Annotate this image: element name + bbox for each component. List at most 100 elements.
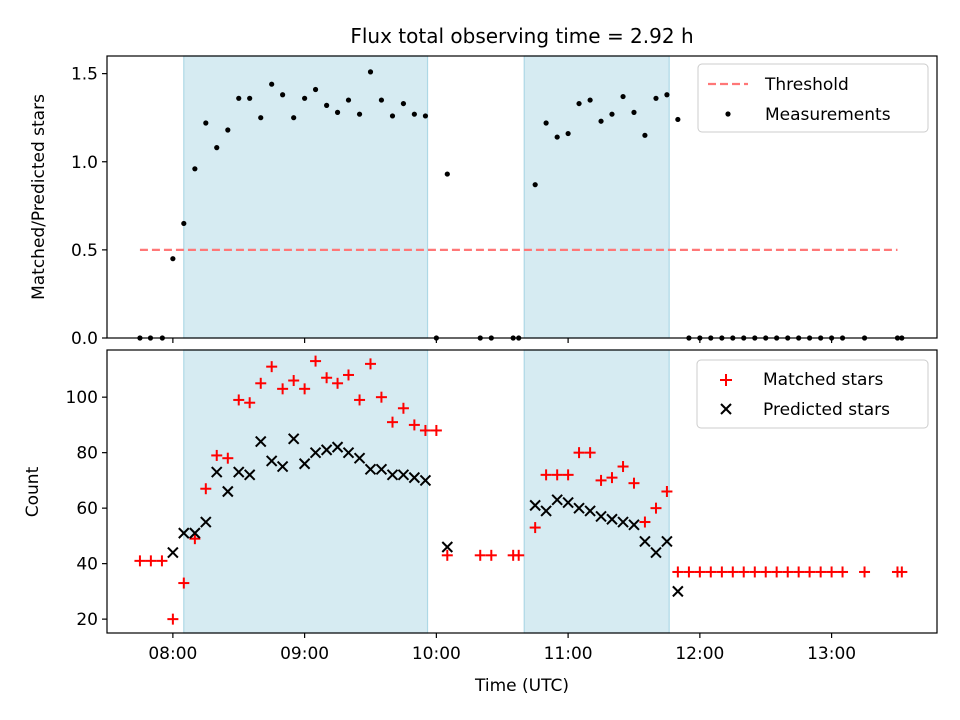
matched-star-point (178, 577, 190, 589)
top-legend: Threshold Measurements (697, 63, 929, 133)
measurement-point (192, 166, 198, 172)
predicted-star-point (200, 516, 212, 528)
matched-star-point (397, 402, 409, 414)
observing-window-1 (183, 349, 429, 634)
measurement-point (411, 111, 417, 117)
predicted-star-point (320, 444, 333, 456)
matched-star-point (485, 549, 497, 561)
matched-star-point (419, 424, 431, 436)
matched-star-point (760, 566, 772, 578)
matched-star-point (375, 391, 387, 403)
measurement-point (598, 118, 604, 124)
measurement-point (345, 97, 352, 103)
measurement-point (302, 95, 308, 101)
x-tick-label: 11:00 (544, 644, 593, 664)
x-tick-label: 09:00 (280, 644, 329, 664)
predicted-star-point (222, 485, 234, 498)
predicted-star-point (287, 433, 300, 445)
measurement-point (554, 134, 560, 140)
predicted-star-point (672, 585, 684, 598)
top-axes-frame (106, 55, 938, 339)
predicted-star-point (617, 516, 629, 528)
measurement-point (532, 182, 538, 188)
predicted-star-point (265, 455, 278, 467)
matched-star-point (364, 358, 376, 370)
bottom-y-tick-label: 80 (76, 444, 98, 464)
bottom-y-axis: 20 40 60 80 100 (66, 388, 107, 630)
matched-star-point (529, 522, 541, 534)
matched-star-point (332, 377, 344, 389)
measurement-point (280, 92, 286, 98)
observing-window-1 (183, 55, 429, 339)
legend-measurements-swatch (725, 111, 731, 117)
measurement-point (258, 115, 264, 121)
measurement-point (389, 113, 396, 119)
matched-star-point (540, 469, 552, 481)
matched-star-point (513, 549, 525, 561)
measurement-point (236, 95, 242, 101)
top-x-axis-ticks (172, 338, 833, 343)
top-y-tick-label: 1.0 (71, 153, 98, 173)
predicted-star-point (189, 527, 201, 539)
matched-star-point (705, 566, 717, 578)
predicted-star-point (298, 458, 311, 470)
bottom-y-tick-label: 100 (66, 388, 98, 408)
predicted-star-point (595, 510, 607, 523)
measurement-point (653, 95, 659, 101)
matched-star-point (628, 477, 640, 489)
matched-star-point (321, 372, 333, 384)
measurement-point (203, 120, 209, 126)
measurement-point (664, 92, 670, 98)
measurement-point (312, 86, 319, 93)
observing-window-2 (523, 55, 670, 339)
measurement-point (367, 69, 374, 75)
top-y-tick-label: 0.5 (71, 241, 98, 261)
legend-predicted-swatch (720, 403, 732, 415)
matched-star-point (408, 419, 420, 431)
predicted-star-point (233, 466, 245, 478)
matched-star-point (650, 502, 662, 514)
x-tick-label: 13:00 (807, 644, 856, 664)
matched-star-point (859, 566, 871, 578)
top-y-axis: 0.0 0.5 1.0 1.5 (71, 65, 107, 349)
matched-star-point (145, 555, 157, 567)
measurement-point (400, 100, 407, 107)
predicted-star-point (661, 535, 673, 548)
bottom-y-tick-label: 40 (76, 555, 98, 575)
predicted-star-point (331, 441, 344, 453)
x-tick-label: 08:00 (148, 644, 197, 664)
matched-star-point (584, 447, 596, 459)
predicted-star-point (397, 469, 410, 481)
x-tick-label: 12:00 (675, 644, 724, 664)
matched-star-point (222, 452, 234, 464)
predicted-star-point (639, 535, 651, 548)
bottom-y-axis-label: Count (23, 466, 43, 517)
matched-star-point (639, 516, 651, 528)
matched-star-point (288, 375, 300, 387)
matched-star-point (342, 369, 354, 381)
matched-star-point (167, 613, 179, 625)
measurement-point (247, 95, 253, 101)
matched-star-point (896, 566, 908, 578)
measurement-point (291, 115, 297, 121)
legend-matched-swatch (720, 374, 732, 386)
predicted-star-point (562, 496, 574, 509)
matched-star-point (837, 566, 849, 578)
legend-predicted-label: Predicted stars (763, 400, 890, 420)
measurement-point (356, 111, 363, 117)
matched-star-point (606, 472, 618, 484)
predicted-star-point (441, 541, 454, 553)
predicted-star-point (276, 460, 289, 473)
predicted-star-point (540, 505, 552, 517)
measurement-point (576, 100, 582, 107)
bottom-plot-data (134, 355, 908, 625)
measurement-point (642, 132, 648, 138)
measurement-point (378, 97, 385, 103)
predicted-star-point (364, 463, 377, 476)
bottom-legend: Matched stars Predicted stars (696, 359, 929, 429)
predicted-star-point (243, 469, 256, 481)
chart-title: Flux total observing time = 2.92 h (350, 24, 693, 48)
predicted-star-point (408, 471, 421, 484)
matched-star-point (233, 394, 245, 406)
matched-star-point (156, 555, 168, 567)
